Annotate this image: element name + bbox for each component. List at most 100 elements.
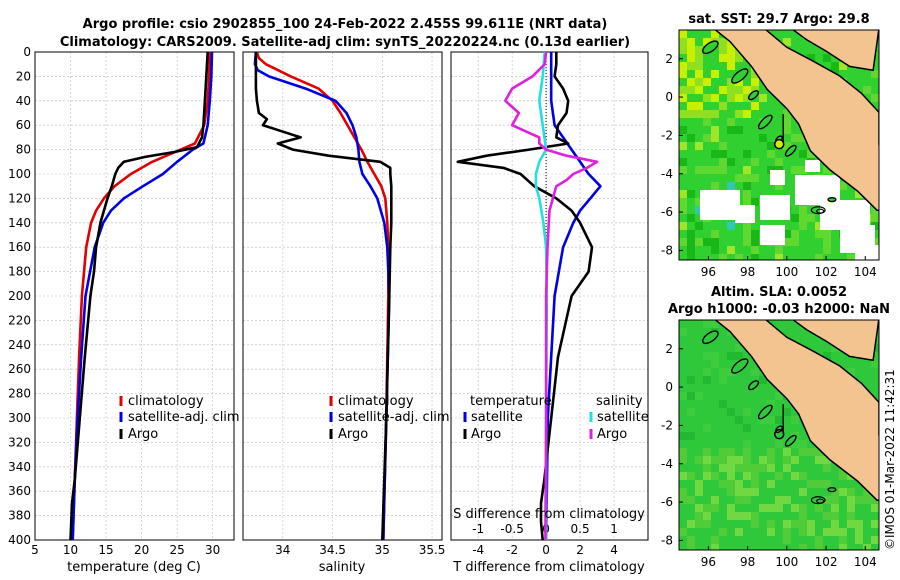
map-pixel	[871, 214, 879, 222]
map-pixel	[791, 440, 799, 448]
y-tick-label: 20	[16, 69, 31, 83]
map-pixel	[679, 528, 687, 536]
x-tick-label: 25	[170, 543, 185, 557]
map-pixel	[839, 536, 847, 544]
map-pixel	[735, 254, 743, 260]
map-pixel	[871, 536, 879, 544]
map-pixel	[695, 62, 703, 70]
map-pixel	[679, 496, 687, 504]
series-line-t-argo	[456, 52, 594, 540]
y-tick-label: 240	[8, 338, 31, 352]
no-data-patch	[700, 190, 740, 220]
map-pixel	[751, 254, 759, 260]
map-pixel	[719, 54, 727, 62]
map-pixel	[847, 520, 855, 528]
map-pixel	[727, 352, 735, 360]
map-pixel	[735, 416, 743, 424]
map-pixel	[799, 134, 807, 142]
map-pixel	[679, 206, 687, 214]
map-pixel	[735, 496, 743, 504]
map-pixel	[727, 86, 735, 94]
series-line-s-argo	[503, 52, 599, 540]
map-pixel	[799, 528, 807, 536]
map-pixel	[703, 424, 711, 432]
map-pixel	[799, 472, 807, 480]
map-pixel	[679, 456, 687, 464]
map-pixel	[823, 238, 831, 246]
map-pixel	[703, 38, 711, 46]
no-data-patch	[855, 245, 879, 260]
sla-map-title-line-1: Altim. SLA: 0.0052	[711, 285, 847, 300]
map-pixel	[807, 480, 815, 488]
map-y-tick-label: 0	[665, 90, 673, 104]
map-pixel	[719, 376, 727, 384]
map-y-tick-label: -2	[661, 418, 673, 432]
y-tick-label: 120	[8, 191, 31, 205]
map-pixel	[823, 480, 831, 488]
map-pixel	[703, 118, 711, 126]
map-pixel	[839, 62, 847, 70]
map-pixel	[783, 536, 791, 544]
map-pixel	[791, 230, 799, 238]
map-pixel	[815, 254, 823, 260]
map-pixel	[687, 520, 695, 528]
map-pixel	[871, 496, 879, 504]
map-pixel	[871, 70, 879, 78]
map-pixel	[727, 78, 735, 86]
map-y-tick-label: -8	[661, 533, 673, 547]
map-pixel	[791, 472, 799, 480]
series-line-argo	[69, 52, 209, 540]
map-pixel	[727, 182, 735, 190]
map-pixel	[703, 110, 711, 118]
axes-frame	[450, 51, 649, 541]
y-tick-label: 360	[8, 484, 31, 498]
map-pixel	[751, 78, 759, 86]
map-frame	[678, 319, 880, 551]
map-pixel	[703, 512, 711, 520]
no-data-patch	[760, 225, 785, 245]
map-pixel	[871, 94, 879, 102]
island-outline	[827, 197, 837, 203]
map-pixel	[695, 480, 703, 488]
map-pixel	[775, 496, 783, 504]
map-pixel	[799, 440, 807, 448]
map-pixel	[847, 254, 855, 260]
map-pixel	[751, 238, 759, 246]
map-pixel	[751, 230, 759, 238]
map-pixel	[751, 174, 759, 182]
map-pixel	[695, 78, 703, 86]
map-pixel	[735, 54, 743, 62]
series-line-satellite-adj-clim	[71, 52, 214, 540]
legend-label-satellite: satellite-adj. clim	[338, 410, 450, 425]
sst-map-title: sat. SST: 29.7 Argo: 29.8	[688, 12, 869, 27]
map-pixel	[839, 472, 847, 480]
map-pixel	[719, 254, 727, 260]
map-pixel	[719, 158, 727, 166]
map-pixel	[687, 134, 695, 142]
series-line-satellite-adj-clim	[253, 52, 391, 540]
temperature-x-label: temperature (deg C)	[67, 560, 201, 575]
map-pixel	[719, 368, 727, 376]
island-outline	[702, 330, 719, 345]
map-pixel	[759, 456, 767, 464]
axes-frame	[34, 51, 235, 541]
no-data-patch	[735, 205, 755, 223]
map-pixel	[815, 456, 823, 464]
map-pixel	[703, 376, 711, 384]
x-tick-label: 2	[576, 543, 584, 557]
map-pixel	[871, 206, 879, 214]
map-pixel	[687, 230, 695, 238]
map-pixel	[735, 94, 743, 102]
map-pixel	[783, 448, 791, 456]
map-pixel	[695, 206, 703, 214]
y-tick-label: 100	[8, 167, 31, 181]
map-pixel	[823, 230, 831, 238]
map-pixel	[775, 158, 783, 166]
map-pixel	[711, 320, 719, 328]
map-pixel	[727, 512, 735, 520]
map-pixel	[823, 464, 831, 472]
map-x-tick-label: 104	[854, 265, 877, 279]
x-tick-label: 30	[205, 543, 220, 557]
x-top-tick-label: 1	[610, 522, 618, 536]
salinity-panel: 34 34.5 35 35.5	[242, 51, 445, 557]
